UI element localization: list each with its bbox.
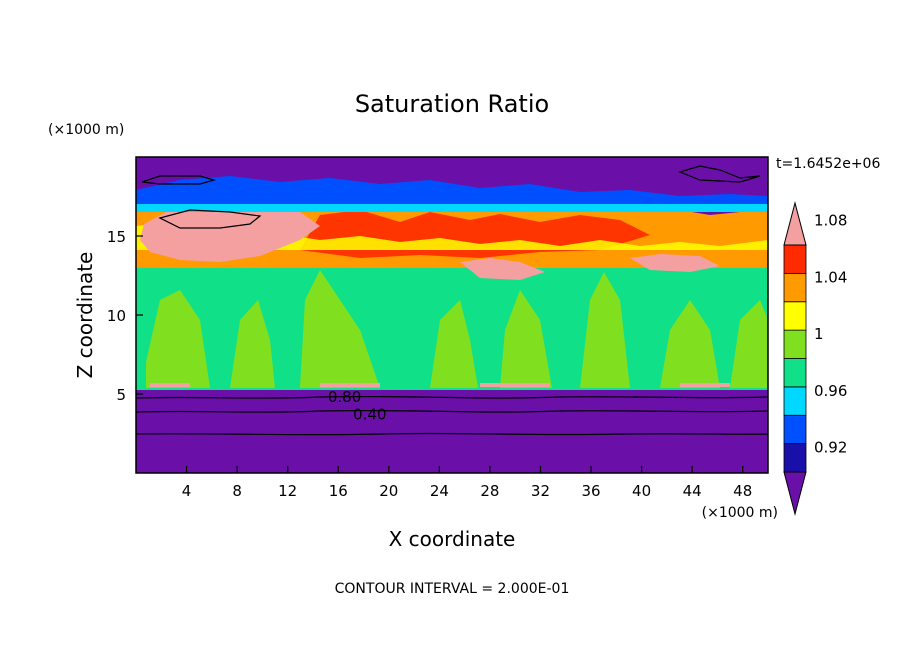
colorbar-swatch [783,443,807,473]
colorbar-swatch [783,329,807,359]
x-tick-label: 4 [182,482,192,500]
contour-top-east [678,165,761,183]
x-tick-label: 12 [278,482,297,500]
y-unit-label: (×1000 m) [48,122,124,138]
y-tick-label: 10 [107,307,126,325]
plume-7 [660,300,720,388]
plume-5 [500,290,552,388]
blue-band [136,176,768,204]
contour-label: 0.80 [328,388,361,406]
colorbar-tick-label: 0.96 [814,382,847,400]
pink-patch-west [140,204,320,262]
plume-2 [230,300,275,388]
contour-line-040 [136,432,768,436]
chart-title: Saturation Ratio [355,90,549,118]
colorbar-tick-label: 1 [814,325,824,343]
x-tick-label: 20 [379,482,398,500]
base-streak-1 [150,383,190,387]
colorbar-swatch [783,301,807,331]
plume-6 [580,272,630,388]
pink-patch-center [460,258,545,280]
contour-line-060 [136,409,768,413]
colorbar-swatch [783,386,807,416]
y-tick-label: 15 [107,228,126,246]
colorbar-tick-label: 1.08 [814,212,847,230]
plume-8 [730,300,768,388]
y-axis-title: Z coordinate [73,252,97,379]
plume-3 [300,270,380,388]
layer-top [136,157,768,190]
plume-4 [430,300,478,388]
colorbar-swatch [783,358,807,388]
colorbar-tick-label: 0.92 [814,439,847,457]
x-tick-label: 16 [329,482,348,500]
contour-interval-note: CONTOUR INTERVAL = 2.000E-01 [335,581,570,597]
x-axis: 4 8 12 16 20 24 28 32 36 40 44 48 [182,466,752,500]
colorbar-under-triangle [783,471,807,516]
pink-patch-east [630,254,720,272]
contour-labels: 0.800.40 [328,388,387,423]
x-tick-label: 44 [683,482,702,500]
contour-label: 0.40 [353,406,386,424]
plume-1 [146,290,210,388]
x-tick-label: 32 [531,482,550,500]
base-streak-4 [680,383,730,387]
colorbar-swatch [783,244,807,274]
x-tick-label: 40 [632,482,651,500]
contour-line-080 [136,395,768,399]
base-streak-3 [480,383,550,387]
x-tick-label: 36 [581,482,600,500]
time-label: t=1.6452e+06 [776,156,880,172]
x-tick-label: 48 [733,482,752,500]
x-tick-label: 24 [430,482,449,500]
contour-top [141,175,217,185]
x-tick-label: 28 [480,482,499,500]
colorbar-swatch [783,272,807,303]
layer-upper-yellow [136,222,768,250]
y-axis: 5 10 15 [107,228,143,404]
colorbar-over-triangle [783,201,807,246]
colorbar-swatch [783,414,807,445]
x-axis-title: X coordinate [389,527,516,551]
y-tick-label: 5 [116,386,126,404]
colorbar: 0.92 0.96 1 1.04 1.08 [783,201,847,516]
x-unit-label: (×1000 m) [702,505,778,521]
x-tick-label: 8 [232,482,242,500]
colorbar-tick-label: 1.04 [814,268,847,286]
contour-pink-west [158,209,262,229]
base-streak-2 [320,383,380,387]
